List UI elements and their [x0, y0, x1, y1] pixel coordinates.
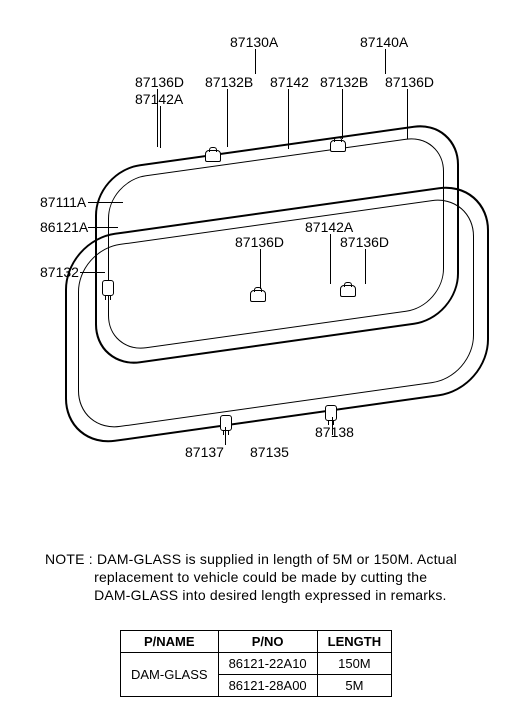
cell-pno: 86121-22A10	[218, 653, 317, 675]
callout-label: 87136D	[235, 235, 284, 249]
cell-pname: DAM-GLASS	[121, 653, 219, 697]
table-header-row: P/NAME P/NO LENGTH	[121, 631, 392, 653]
note-prefix: NOTE :	[45, 551, 93, 567]
leader-line	[160, 106, 161, 148]
callout-label: 87111A	[40, 195, 86, 209]
callout-label: 87136D	[340, 235, 389, 249]
part-number-table: P/NAME P/NO LENGTH DAM-GLASS 86121-22A10…	[120, 630, 392, 697]
note-line-2: replacement to vehicle could be made by …	[94, 569, 427, 585]
stud-icon	[220, 415, 232, 431]
leader-line	[385, 49, 386, 74]
cell-length: 150M	[317, 653, 391, 675]
leader-line	[365, 249, 366, 284]
leader-line	[330, 234, 331, 284]
clip-icon	[250, 290, 266, 302]
col-pname: P/NAME	[121, 631, 219, 653]
callout-label: 87130A	[230, 35, 278, 49]
leader-line	[88, 227, 118, 228]
clip-icon	[330, 140, 346, 152]
stud-icon	[102, 280, 114, 296]
callout-label: 87142A	[135, 92, 183, 106]
callout-label: 87132	[40, 265, 79, 279]
col-pno: P/NO	[218, 631, 317, 653]
cell-pno: 86121-28A00	[218, 675, 317, 697]
callout-label: 87137	[185, 445, 224, 459]
note-block: NOTE : DAM-GLASS is supplied in length o…	[45, 550, 495, 604]
leader-line	[227, 89, 228, 147]
cell-length: 5M	[317, 675, 391, 697]
callout-label: 87142	[270, 75, 309, 89]
callout-label: 87140A	[360, 35, 408, 49]
leader-line	[288, 89, 289, 149]
callout-label: 86121A	[40, 220, 88, 234]
leader-line	[407, 89, 408, 139]
note-line-3: DAM-GLASS into desired length expressed …	[94, 587, 447, 603]
callout-label: 87138	[315, 425, 354, 439]
leader-line	[88, 202, 123, 203]
callout-label: 87136D	[135, 75, 184, 89]
callout-label: 87132B	[320, 75, 368, 89]
leader-line	[260, 249, 261, 289]
table-row: DAM-GLASS 86121-22A10 150M	[121, 653, 392, 675]
callout-label: 87135	[250, 445, 289, 459]
note-line-1: DAM-GLASS is supplied in length of 5M or…	[97, 551, 457, 567]
exploded-drawing: 87130A 87140A 87136D 87132B 87142 87132B 87136…	[40, 35, 500, 465]
callout-label: 87136D	[385, 75, 434, 89]
callout-label: 87132B	[205, 75, 253, 89]
callout-label: 87142A	[305, 220, 353, 234]
page-root: 87130A 87140A 87136D 87132B 87142 87132B 87136…	[0, 0, 531, 727]
leader-line	[80, 272, 105, 273]
clip-icon	[205, 150, 221, 162]
leader-line	[225, 427, 226, 445]
stud-icon	[325, 405, 337, 421]
leader-line	[255, 49, 256, 74]
leader-line	[342, 89, 343, 139]
clip-icon	[340, 285, 356, 297]
col-length: LENGTH	[317, 631, 391, 653]
